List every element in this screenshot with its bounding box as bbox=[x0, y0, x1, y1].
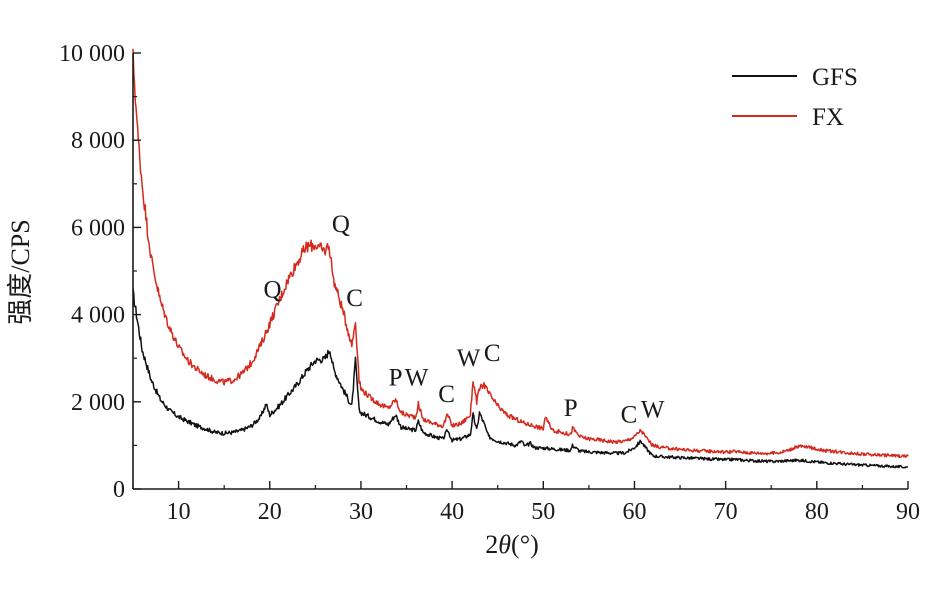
y-tick-label: 6 000 bbox=[71, 215, 125, 241]
series-layer bbox=[132, 48, 909, 469]
x-tick-label: 30 bbox=[349, 499, 373, 525]
peak-label: C bbox=[621, 401, 638, 428]
series-line-gfs bbox=[132, 288, 909, 469]
x-tick-label: 50 bbox=[531, 499, 555, 525]
y-tick-label: 2 000 bbox=[71, 390, 125, 416]
y-axis-title: 强度/CPS bbox=[6, 219, 35, 325]
x-ticks: 10 20 30 40 50 60 70 80 90 bbox=[132, 481, 920, 525]
x-tick-label: 90 bbox=[896, 499, 920, 525]
peak-label: C bbox=[346, 285, 363, 312]
peak-label: W bbox=[457, 345, 481, 372]
peak-label: W bbox=[641, 396, 665, 423]
peak-label: P bbox=[564, 395, 578, 422]
legend-label-fx: FX bbox=[812, 104, 844, 131]
peak-label: Q bbox=[332, 211, 350, 238]
legend: GFS FX bbox=[732, 64, 858, 131]
legend-label-gfs: GFS bbox=[812, 64, 858, 91]
x-tick-label: 80 bbox=[805, 499, 829, 525]
x-axis-title: 2θ(°) bbox=[485, 530, 539, 559]
peak-label: C bbox=[484, 340, 501, 367]
x-tick-label: 10 bbox=[167, 499, 191, 525]
x-tick-label: 70 bbox=[714, 499, 738, 525]
y-ticks: 0 2 000 4 000 6 000 8 000 10 000 bbox=[59, 41, 141, 503]
peak-label: P bbox=[389, 365, 403, 392]
peak-label: Q bbox=[263, 277, 281, 304]
x-axis-title-variable: θ bbox=[498, 530, 511, 559]
x-tick-label: 60 bbox=[622, 499, 646, 525]
peak-label: C bbox=[438, 381, 455, 408]
x-axis-title-prefix: 2 bbox=[485, 530, 498, 559]
y-tick-label: 4 000 bbox=[71, 303, 125, 329]
axes bbox=[132, 53, 908, 490]
y-tick-label: 0 bbox=[113, 477, 125, 503]
x-axis-title-suffix: (°) bbox=[511, 530, 539, 559]
y-tick-label: 10 000 bbox=[59, 41, 125, 67]
y-tick-label: 8 000 bbox=[71, 128, 125, 154]
peak-label: W bbox=[405, 365, 429, 392]
x-tick-label: 20 bbox=[258, 499, 282, 525]
x-tick-label: 40 bbox=[440, 499, 464, 525]
series-line-fx bbox=[132, 48, 909, 459]
